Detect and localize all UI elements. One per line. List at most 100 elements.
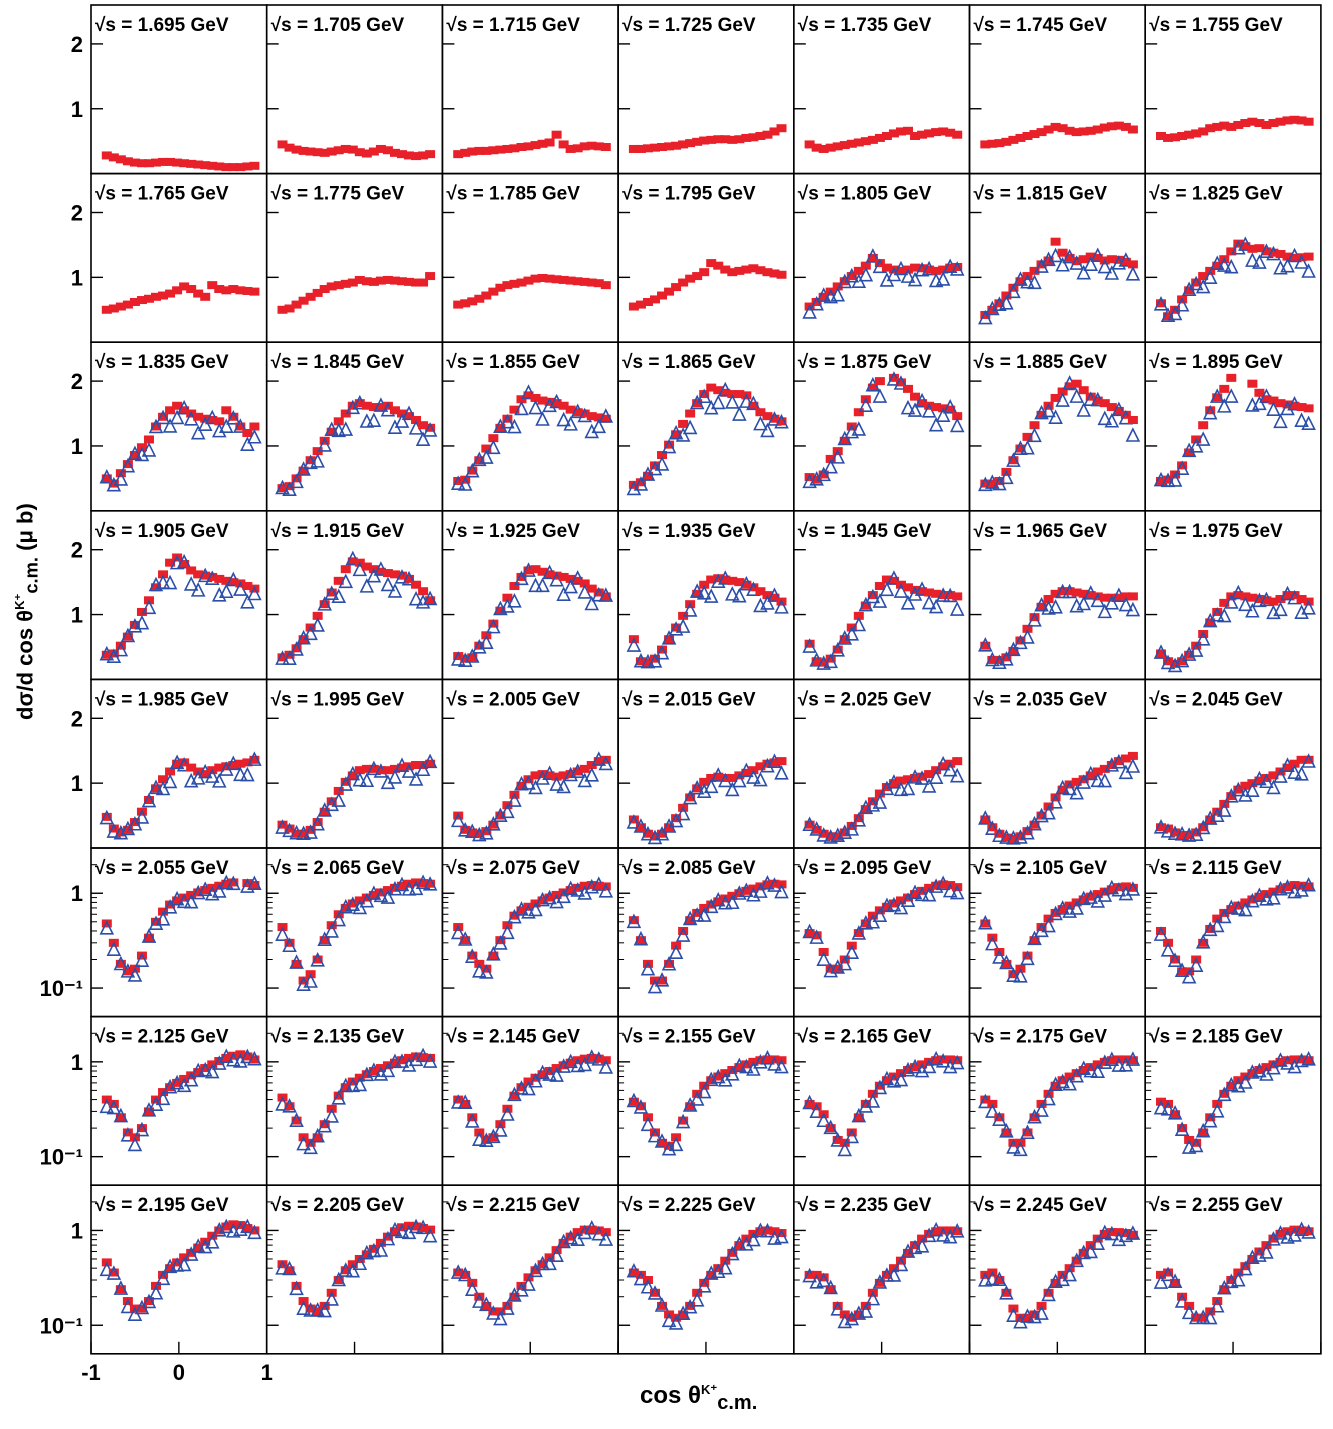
- red-point: [558, 572, 569, 581]
- blue-point: [598, 587, 614, 602]
- blue-point: [331, 1271, 347, 1287]
- blue-point: [689, 1091, 705, 1106]
- blue-point: [865, 588, 881, 604]
- blue-point: [1287, 764, 1302, 779]
- red-point: [129, 620, 140, 629]
- red-point: [1071, 257, 1082, 266]
- red-point: [1282, 763, 1293, 772]
- red-point: [1275, 250, 1286, 259]
- red-point: [1022, 951, 1033, 960]
- red-point: [277, 484, 288, 493]
- red-point: [340, 279, 351, 288]
- blue-point: [1167, 1105, 1183, 1120]
- blue-point: [99, 920, 115, 935]
- blue-point: [1006, 452, 1021, 467]
- red-point: [291, 959, 302, 968]
- blue-point: [528, 1262, 543, 1278]
- red-point: [516, 906, 527, 915]
- blue-point: [921, 1058, 937, 1074]
- blue-point: [647, 1127, 663, 1143]
- red-point: [193, 289, 204, 298]
- blue-point: [1245, 782, 1260, 797]
- blue-point: [1216, 908, 1232, 924]
- blue-point: [373, 561, 389, 576]
- blue-point: [247, 1224, 262, 1240]
- red-point: [151, 583, 162, 592]
- red-point: [874, 1081, 885, 1090]
- blue-point: [1153, 926, 1169, 941]
- red-point: [1022, 1128, 1033, 1137]
- red-point: [874, 582, 885, 591]
- red-point: [938, 265, 949, 274]
- y-tick-label: 1: [71, 603, 83, 628]
- red-point: [804, 140, 815, 149]
- red-point: [938, 880, 949, 889]
- red-point: [572, 767, 583, 776]
- panel-label: √s = 2.145 GeV: [446, 1027, 580, 1048]
- blue-point: [1041, 917, 1056, 933]
- red-point: [917, 886, 928, 895]
- red-point: [1303, 404, 1314, 413]
- blue-point: [197, 1061, 213, 1077]
- blue-point: [226, 1051, 241, 1067]
- blue-point: [985, 300, 1000, 316]
- blue-point: [1209, 917, 1225, 933]
- red-point: [839, 635, 850, 644]
- red-point: [495, 606, 506, 615]
- blue-point: [1118, 885, 1134, 901]
- blue-point: [668, 1315, 684, 1330]
- blue-point: [211, 1055, 227, 1070]
- blue-point: [703, 778, 719, 794]
- panel-label: √s = 1.775 GeV: [271, 184, 405, 205]
- blue-point: [907, 402, 923, 417]
- blue-point: [1223, 388, 1239, 403]
- red-point: [853, 814, 864, 823]
- blue-point: [725, 394, 740, 409]
- red-point: [811, 825, 822, 834]
- blue-point: [886, 1267, 902, 1282]
- red-point: [186, 285, 197, 294]
- red-point: [938, 127, 949, 136]
- red-point: [1163, 1268, 1174, 1277]
- red-point: [404, 574, 415, 583]
- red-point: [1001, 833, 1012, 842]
- red-point: [214, 285, 225, 294]
- red-point: [1289, 115, 1300, 124]
- red-point: [558, 275, 569, 284]
- blue-point: [633, 818, 649, 833]
- red-point: [411, 278, 422, 287]
- blue-point: [872, 593, 888, 608]
- red-point: [804, 639, 815, 648]
- red-point: [881, 131, 892, 140]
- red-point: [1303, 1227, 1314, 1236]
- blue-point: [1090, 1063, 1106, 1079]
- red-point: [165, 1083, 176, 1092]
- red-point: [825, 143, 836, 152]
- red-point: [1198, 1128, 1209, 1137]
- blue-point: [598, 1231, 614, 1246]
- red-point: [952, 412, 963, 421]
- blue-point: [942, 398, 958, 414]
- red-point: [917, 399, 928, 408]
- blue-point: [563, 416, 578, 431]
- red-point: [1226, 905, 1237, 914]
- panel-label: √s = 1.795 GeV: [622, 184, 756, 205]
- blue-point: [1167, 305, 1183, 321]
- red-point: [706, 259, 717, 268]
- red-point: [1240, 592, 1251, 601]
- red-point: [1254, 1247, 1265, 1256]
- blue-point: [324, 796, 340, 812]
- red-point: [1050, 908, 1061, 917]
- blue-point: [127, 967, 143, 982]
- blue-point: [289, 473, 304, 489]
- red-point: [1177, 831, 1188, 840]
- red-point: [1170, 659, 1181, 668]
- red-point: [917, 130, 928, 139]
- blue-point: [247, 428, 262, 444]
- red-point: [917, 587, 928, 596]
- red-point: [1015, 277, 1026, 286]
- red-point: [1008, 834, 1019, 843]
- blue-point: [626, 480, 642, 496]
- blue-point: [134, 1121, 150, 1137]
